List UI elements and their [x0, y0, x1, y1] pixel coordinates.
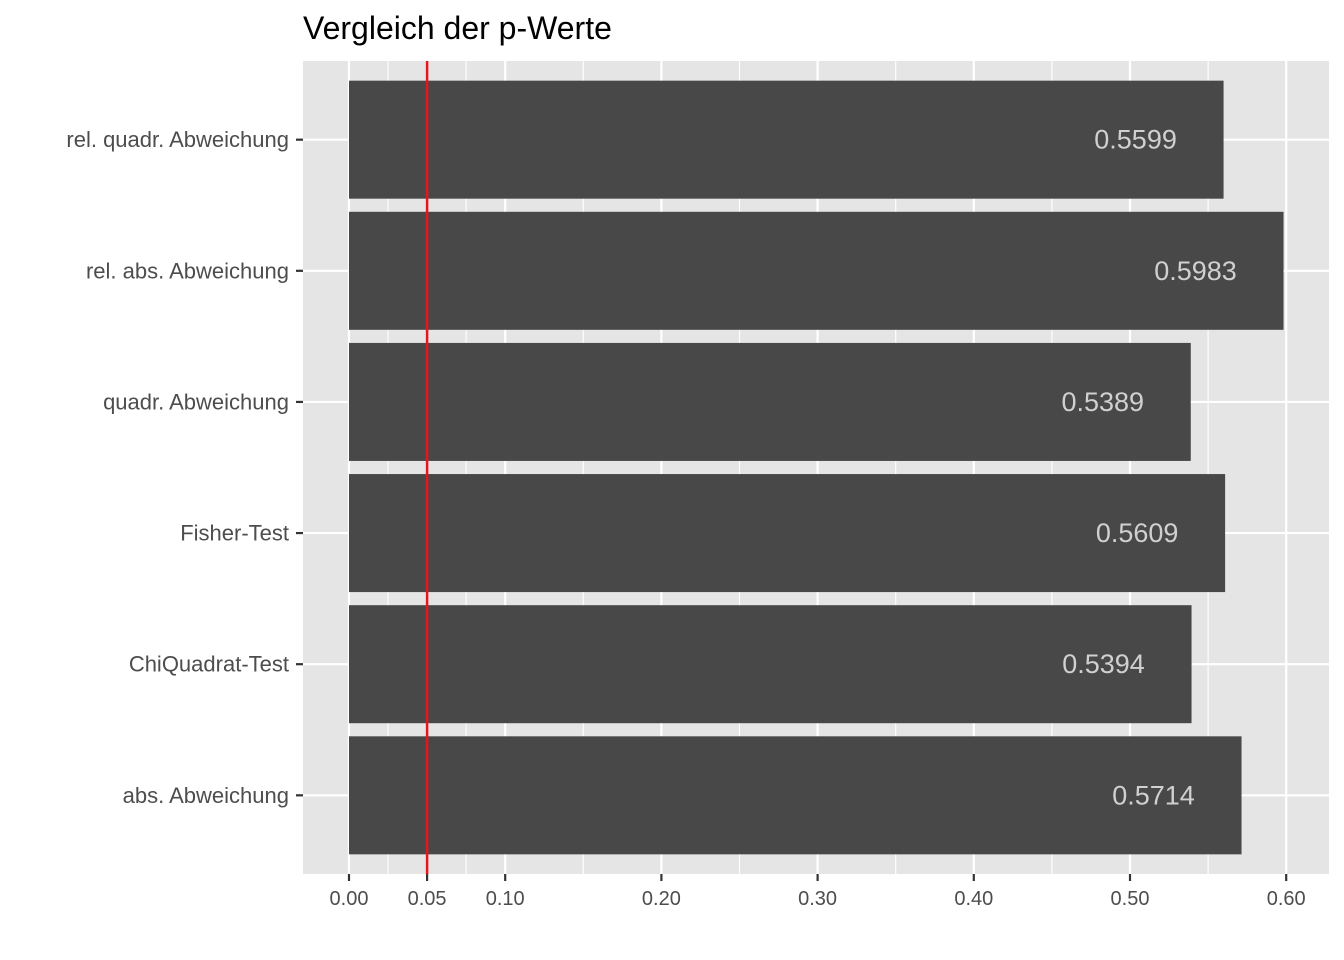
bar [349, 342, 1191, 461]
bar [349, 474, 1226, 593]
bar [349, 80, 1224, 199]
y-tick-label: rel. quadr. Abweichung [66, 127, 289, 152]
y-tick-label: quadr. Abweichung [103, 389, 289, 414]
bar [349, 605, 1192, 724]
bar-value-label: 0.5714 [1112, 780, 1195, 810]
bar-value-label: 0.5389 [1061, 387, 1144, 417]
x-tick-label: 0.50 [1111, 888, 1150, 910]
x-tick-label: 0.10 [486, 888, 525, 910]
y-tick-label: Fisher-Test [180, 521, 289, 546]
bar [349, 211, 1284, 330]
x-tick-label: 0.60 [1267, 888, 1306, 910]
x-tick-label: 0.40 [954, 888, 993, 910]
data-labels: 0.5714 0.5394 0.5609 0.5389 0.5983 0.5599 [1061, 125, 1236, 811]
x-axis: 0.00 0.05 0.10 0.20 0.30 0.40 0.50 0.60 [330, 874, 1306, 910]
y-tick-label: ChiQuadrat-Test [129, 652, 289, 677]
x-tick-label: 0.05 [408, 888, 447, 910]
y-tick-label: rel. abs. Abweichung [86, 258, 289, 283]
chart-title: Vergleich der p-Werte [303, 10, 612, 46]
bar [349, 736, 1242, 855]
x-tick-label: 0.00 [330, 888, 369, 910]
y-axis: abs. Abweichung ChiQuadrat-Test Fisher-Tes… [66, 127, 303, 808]
bar-value-label: 0.5599 [1094, 125, 1177, 155]
x-tick-label: 0.20 [642, 888, 681, 910]
y-tick-label: abs. Abweichung [123, 783, 289, 808]
bar-value-label: 0.5983 [1154, 256, 1237, 286]
bars [349, 80, 1284, 855]
x-tick-label: 0.30 [798, 888, 837, 910]
bar-value-label: 0.5394 [1062, 649, 1145, 679]
bar-value-label: 0.5609 [1096, 518, 1179, 548]
